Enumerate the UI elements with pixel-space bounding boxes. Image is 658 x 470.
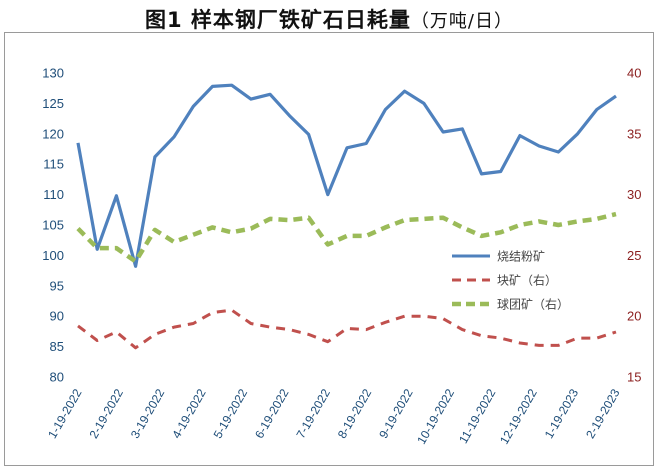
x-axis-tick-label: 11-19-2022 — [456, 386, 499, 446]
x-axis-tick-label: 7-19-2022 — [293, 386, 333, 441]
left-axis-tick-label: 85 — [50, 339, 64, 354]
left-axis-tick-label: 100 — [42, 248, 64, 263]
series-line-3 — [76, 211, 617, 264]
left-axis-tick-label: 130 — [42, 66, 64, 81]
right-axis-tick-label: 40 — [627, 66, 641, 81]
right-axis-tick-label: 30 — [627, 187, 641, 202]
legend-label-2: 块矿（右） — [497, 273, 557, 288]
x-axis-tick-label: 10-19-2022 — [414, 386, 457, 446]
right-axis-tick-label: 25 — [627, 248, 641, 263]
legend-label-1: 烧结粉矿 — [497, 250, 545, 264]
chart-title: 图1 样本钢厂铁矿石日耗量（万吨/日） — [0, 4, 658, 34]
left-axis-tick-label: 125 — [42, 96, 64, 111]
series-line-1 — [76, 83, 617, 268]
x-axis-tick-label: 3-19-2022 — [128, 386, 168, 441]
left-axis-tick-label: 110 — [43, 187, 64, 202]
right-axis-tick-label: 15 — [627, 370, 641, 385]
x-axis-tick-label: 12-19-2022 — [497, 386, 540, 446]
x-axis-tick-label: 1-19-2022 — [45, 386, 85, 441]
x-axis-tick-label: 9-19-2022 — [376, 386, 416, 441]
left-axis-tick-label: 95 — [50, 278, 64, 293]
right-axis-tick-label: 35 — [627, 126, 641, 141]
x-axis-tick-label: 2-19-2022 — [86, 386, 126, 441]
x-axis-tick-label: 1-19-2023 — [542, 386, 582, 441]
x-axis-tick-label: 8-19-2022 — [335, 386, 375, 441]
x-axis-tick-label: 6-19-2022 — [252, 386, 292, 441]
chart-frame — [4, 32, 654, 466]
series-line-2 — [77, 308, 617, 350]
x-axis-tick-label: 2-19-2023 — [583, 386, 623, 441]
x-axis-tick-label: 5-19-2022 — [211, 386, 251, 441]
left-axis-tick-label: 105 — [42, 218, 64, 233]
left-axis-tick-label: 120 — [42, 126, 64, 141]
left-axis-tick-label: 90 — [50, 309, 64, 324]
left-axis-tick-label: 80 — [50, 370, 64, 385]
right-axis-tick-label: 20 — [627, 309, 641, 324]
legend-label-3: 球团矿（右） — [497, 297, 569, 312]
left-axis-tick-label: 115 — [43, 157, 64, 172]
chart-title-unit: （万吨/日） — [410, 11, 513, 32]
x-axis-tick-label: 4-19-2022 — [169, 386, 209, 441]
chart-title-text: 图1 样本钢厂铁矿石日耗量 — [145, 8, 411, 32]
